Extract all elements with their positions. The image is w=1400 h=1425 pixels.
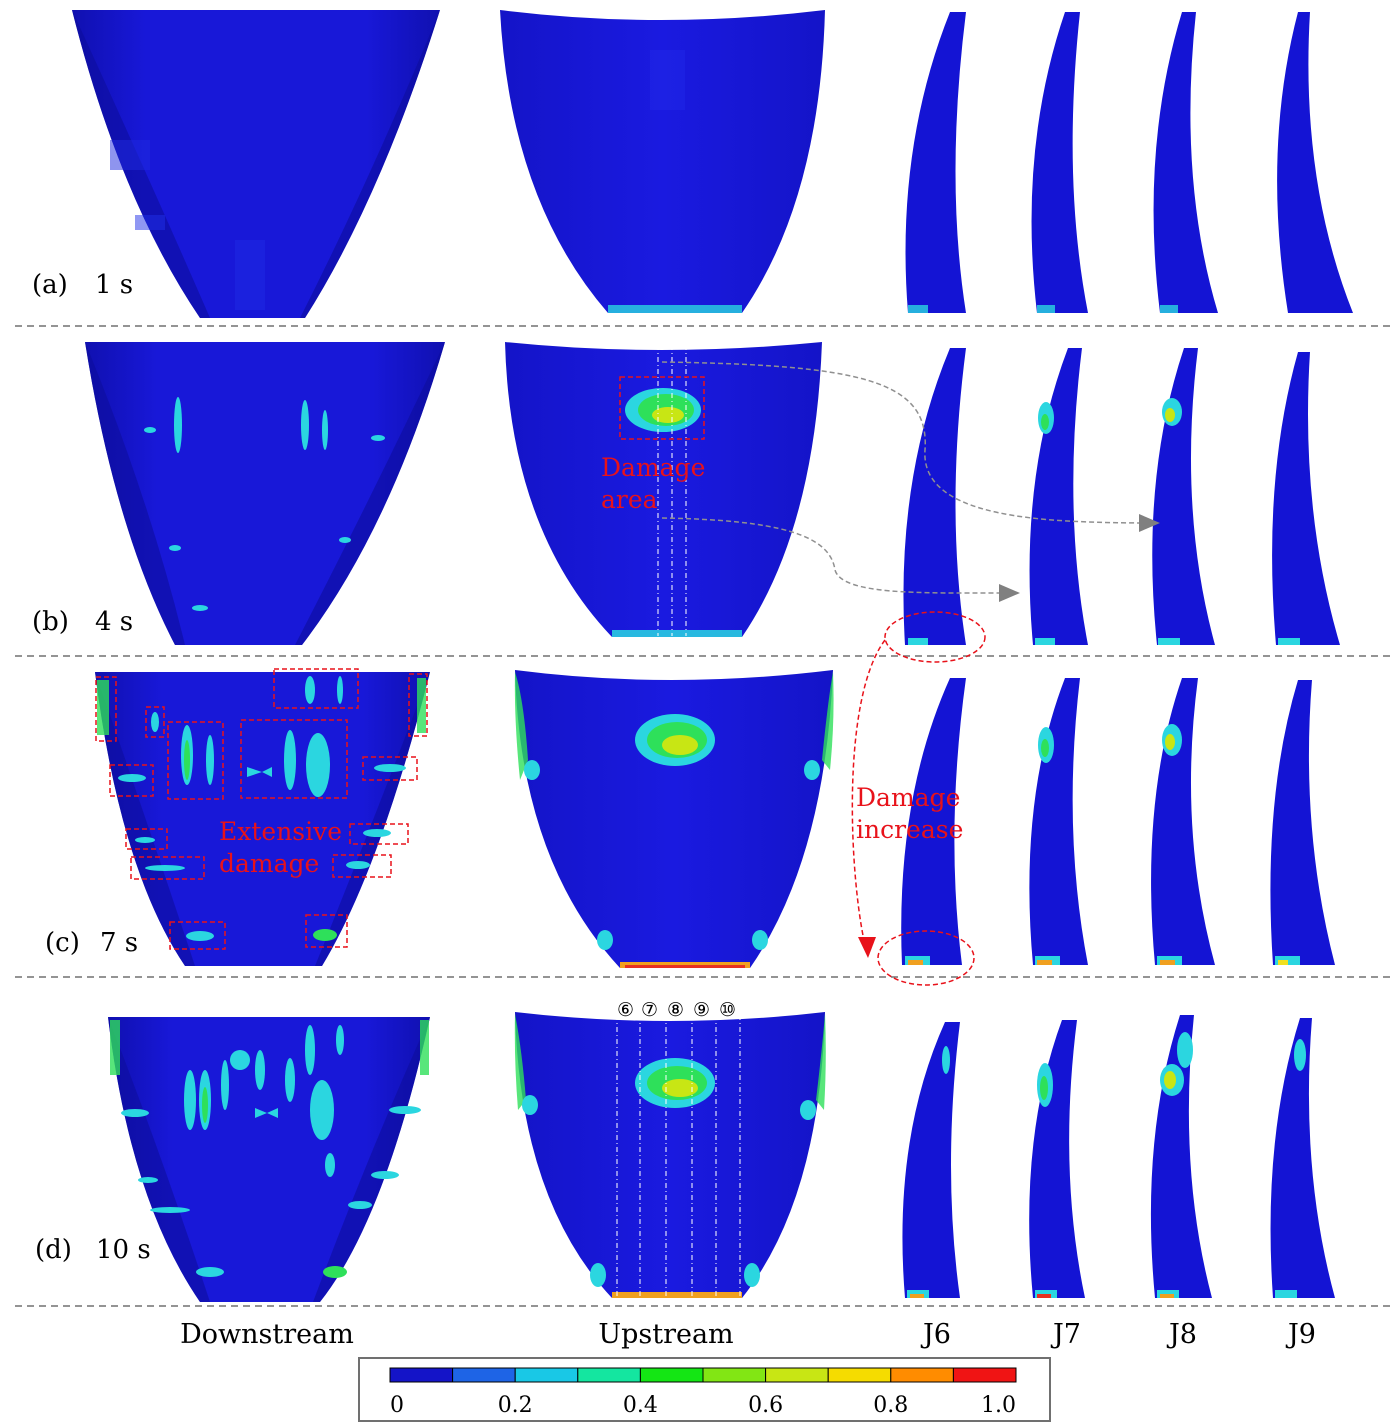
- downstream-c: Extensive damage: [95, 668, 430, 966]
- column-label-upstream: Upstream: [598, 1319, 733, 1350]
- damage-blob-b: [625, 388, 701, 432]
- downstream-d: [108, 1017, 430, 1302]
- row-b: Damage area (b) 4 s: [32, 342, 1340, 663]
- row-time-b: 4 s: [95, 607, 133, 637]
- section-markers: ⑥ ⑦ ⑧ ⑨ ⑩: [617, 999, 736, 1021]
- downstream-b: [85, 342, 445, 645]
- column-label-j7: J7: [1050, 1319, 1081, 1350]
- upstream-b: Damage area: [505, 342, 822, 637]
- joint-sections-b: [903, 348, 1340, 645]
- colorbar-segment: [890, 1367, 954, 1383]
- legend-tick-label: 0.8: [873, 1393, 908, 1418]
- damage-increase-label-2: increase: [856, 815, 963, 844]
- upstream-c: [514, 670, 834, 968]
- colorbar-segment: [702, 1367, 767, 1383]
- colorbar-segment: [639, 1367, 704, 1383]
- row-a: (a) 1 s: [32, 10, 1353, 318]
- joint-sections-d: [902, 1015, 1335, 1298]
- row-time-d: 10 s: [96, 1235, 151, 1265]
- section-marker-8: ⑧: [667, 999, 684, 1021]
- section-lines-b: [657, 345, 687, 636]
- damage-increase-arrow-head: [858, 937, 876, 958]
- joint-sections-a: [905, 12, 1353, 313]
- section-marker-10: ⑩: [719, 999, 736, 1021]
- row-d: ⑥ ⑦ ⑧ ⑨ ⑩ (d): [35, 999, 1335, 1302]
- downstream-a: [72, 10, 440, 318]
- legend-tick-label: 0.4: [623, 1393, 658, 1418]
- section-marker-6: ⑥: [617, 999, 634, 1021]
- damage-spots-downstream-d: [110, 1020, 429, 1278]
- upstream-d: ⑥ ⑦ ⑧ ⑨ ⑩: [514, 999, 826, 1298]
- color-legend: 0 0.2 0.4 0.6 0.8 1.0: [358, 1357, 1051, 1422]
- extensive-damage-boxes: [95, 668, 428, 950]
- row-letter-a: (a): [32, 270, 68, 300]
- section-marker-7: ⑦: [641, 999, 658, 1021]
- colorbar-segment: [765, 1367, 829, 1383]
- damage-increase-label-1: Damage: [856, 783, 960, 812]
- legend-tick-label: 0: [390, 1393, 404, 1418]
- legend-tick-label: 0.2: [498, 1393, 533, 1418]
- joint-sections-c: [901, 678, 1335, 965]
- column-label-j8: J8: [1166, 1319, 1197, 1350]
- mapping-arrows: [661, 361, 1141, 594]
- row-letter-c: (c): [45, 928, 80, 958]
- legend-tick-label: 0.6: [748, 1393, 783, 1418]
- section-marker-9: ⑨: [693, 999, 710, 1021]
- column-label-downstream: Downstream: [180, 1319, 354, 1350]
- extensive-damage-label-2: damage: [219, 849, 319, 878]
- section-lines-d: [616, 1015, 741, 1296]
- damage-blob-d: [635, 1058, 715, 1108]
- j6-damage-ellipse-b: [884, 611, 986, 663]
- column-labels: Downstream Upstream J6 J7 J8 J9: [180, 1319, 1316, 1350]
- damage-area-box: [619, 376, 705, 440]
- colorbar-segment: [452, 1367, 516, 1383]
- column-label-j6: J6: [920, 1319, 951, 1350]
- colorbar: [389, 1367, 1017, 1383]
- damage-spots-downstream-c: [97, 676, 426, 941]
- arrow-head-to-j6: [999, 584, 1020, 602]
- legend-frame: [358, 1357, 1051, 1422]
- row-time-a: 1 s: [95, 270, 133, 300]
- damage-area-label-1: Damage: [601, 453, 705, 482]
- damage-spots-downstream-b: [144, 397, 385, 611]
- row-separators: [15, 325, 1395, 1307]
- colorbar-segment: [514, 1367, 579, 1383]
- row-c: Extensive damage: [45, 639, 1335, 986]
- row-letter-d: (d): [35, 1235, 72, 1265]
- legend-tick-label: 1.0: [981, 1393, 1016, 1418]
- colorbar-segment: [577, 1367, 641, 1383]
- row-letter-b: (b): [32, 607, 69, 637]
- arrow-head-to-j8: [1139, 514, 1160, 532]
- damage-increase-arrow: [851, 639, 886, 946]
- colorbar-segment: [827, 1367, 892, 1383]
- column-label-j9: J9: [1285, 1319, 1316, 1350]
- colorbar-segment: [389, 1367, 454, 1383]
- colorbar-segment: [952, 1367, 1017, 1383]
- j6-damage-ellipse-c: [877, 930, 975, 986]
- damage-area-label-2: area: [601, 485, 658, 514]
- legend-ticks: 0 0.2 0.4 0.6 0.8 1.0: [390, 1393, 1016, 1418]
- damage-blob-c: [635, 714, 715, 766]
- upstream-a: [500, 10, 825, 313]
- extensive-damage-label-1: Extensive: [219, 817, 342, 846]
- row-time-c: 7 s: [100, 928, 138, 958]
